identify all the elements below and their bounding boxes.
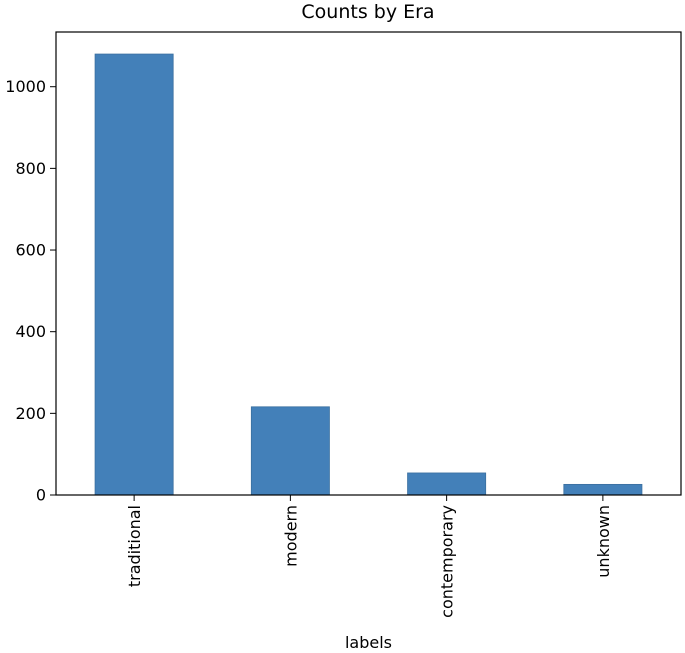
y-tick-label: 1000 <box>5 77 46 96</box>
bar-modern <box>250 406 330 496</box>
bar-traditional <box>94 53 174 496</box>
chart-title: Counts by Era <box>301 1 434 23</box>
y-tick-label: 600 <box>15 241 46 260</box>
plot-frame <box>55 31 682 496</box>
y-axis: 0 200 400 600 800 1000 <box>5 77 56 505</box>
x-tick-label: modern <box>281 505 300 567</box>
y-tick-label: 400 <box>15 322 46 341</box>
bars-group <box>94 53 643 496</box>
y-tick-label: 200 <box>15 404 46 423</box>
y-tick-label: 800 <box>15 159 46 178</box>
x-tick-label: unknown <box>594 505 613 578</box>
x-axis-label: labels <box>345 633 392 652</box>
bar-unknown <box>563 483 643 496</box>
x-tick-label: traditional <box>125 505 144 587</box>
bar-contemporary <box>407 472 487 496</box>
x-tick-label: contemporary <box>438 505 457 618</box>
y-tick-label: 0 <box>36 486 46 505</box>
x-axis: traditional modern contemporary unknown <box>125 495 613 618</box>
